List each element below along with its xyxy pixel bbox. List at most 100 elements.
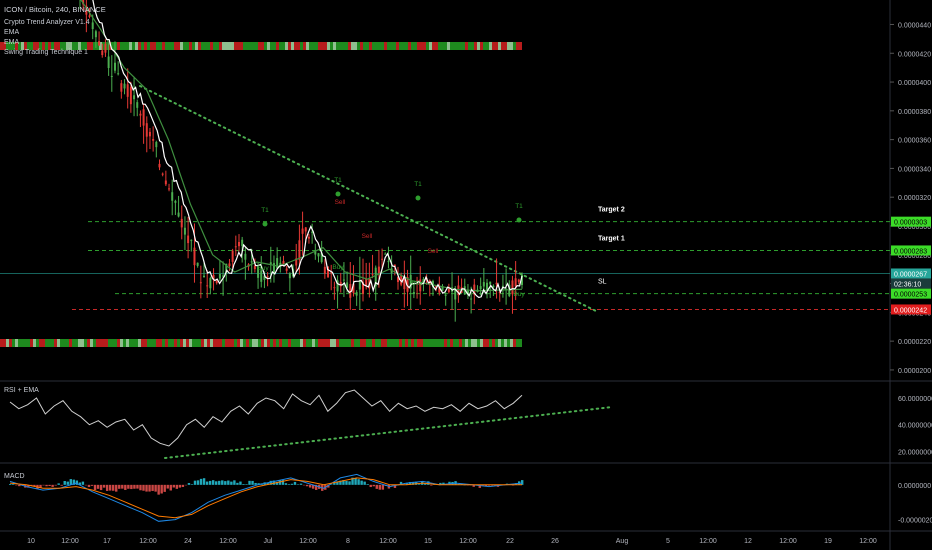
trend-strip-cell: [78, 339, 81, 347]
macd-histogram-bar: [308, 484, 312, 488]
trend-strip-cell: [333, 42, 336, 50]
trend-strip-cell: [354, 42, 357, 50]
trend-strip-cell: [495, 42, 498, 50]
trend-strip-cell: [408, 339, 411, 347]
candle-body: [311, 231, 314, 233]
trend-strip-cell: [111, 42, 114, 50]
candle-body: [412, 292, 415, 295]
trend-strip-cell: [0, 339, 3, 347]
trend-strip-cell: [252, 42, 255, 50]
candle-body: [196, 262, 199, 266]
macd-histogram-bar: [75, 480, 79, 485]
macd-histogram-bar: [408, 481, 412, 485]
trend-strip-cell: [30, 339, 33, 347]
trend-strip-cell: [36, 339, 39, 347]
trend-strip-cell: [339, 339, 342, 347]
trend-strip-cell: [387, 339, 390, 347]
trend-strip-cell: [363, 42, 366, 50]
trend-strip-cell: [444, 42, 447, 50]
trend-strip-cell: [264, 339, 267, 347]
macd-histogram-bar: [157, 484, 160, 495]
trend-strip-cell: [450, 339, 453, 347]
trend-strip-cell: [297, 339, 300, 347]
candle-body: [266, 276, 269, 278]
macd-histogram-bar: [133, 484, 136, 489]
trend-strip-cell: [162, 339, 165, 347]
trend-strip-cell: [114, 42, 117, 50]
macd-histogram-bar: [42, 484, 45, 486]
trend-strip-cell: [507, 339, 510, 347]
macd-histogram-bar: [218, 480, 221, 485]
trend-strip-cell: [207, 42, 210, 50]
candle-body: [272, 263, 275, 273]
trend-strip-cell: [3, 339, 6, 347]
candle-body: [104, 43, 107, 53]
candle-body: [250, 261, 253, 263]
trend-strip-cell: [99, 339, 102, 347]
trend-strip-cell: [282, 339, 285, 347]
signal-label-buy: Buy: [411, 280, 423, 287]
macd-histogram-bar: [430, 484, 433, 486]
trend-strip-cell: [486, 42, 489, 50]
trend-strip-cell: [228, 42, 231, 50]
candle-body: [158, 163, 161, 168]
trend-strip-cell: [63, 339, 66, 347]
y-tick-label: 0.0000220: [898, 339, 931, 346]
trend-strip-cell: [462, 339, 465, 347]
candle-body: [168, 188, 171, 190]
trend-strip-cell: [462, 42, 465, 50]
level-label: Target 2: [598, 207, 625, 214]
macd-histogram-bar: [160, 484, 163, 494]
macd-histogram-bar: [296, 484, 300, 485]
trend-strip-cell: [195, 339, 198, 347]
trend-strip-cell: [306, 42, 309, 50]
macd-histogram-bar: [102, 484, 106, 488]
trend-strip-cell: [192, 42, 195, 50]
macd-histogram-bar: [369, 484, 372, 488]
candle-body: [91, 22, 94, 30]
trend-strip-cell: [213, 339, 216, 347]
candle-body: [161, 173, 164, 175]
candle-body: [508, 284, 511, 297]
trend-strip-cell: [306, 339, 309, 347]
trend-strip-cell: [300, 339, 303, 347]
trend-strip-cell: [21, 339, 24, 347]
trend-strip-cell: [492, 339, 495, 347]
trend-strip-cell: [132, 42, 135, 50]
macd-histogram-bar: [442, 482, 445, 485]
x-tick-label: 12:00: [219, 538, 237, 545]
trend-strip-cell: [342, 339, 345, 347]
trend-strip-cell: [195, 42, 198, 50]
trend-strip-cell: [144, 339, 147, 347]
trend-strip-cell: [336, 339, 339, 347]
macd-histogram-bar: [405, 483, 409, 485]
trend-strip-cell: [414, 42, 417, 50]
trend-strip-cell: [15, 339, 18, 347]
trend-strip-cell: [390, 339, 393, 347]
trend-strip-cell: [450, 42, 453, 50]
trend-strip-cell: [270, 42, 273, 50]
candle-body: [180, 218, 183, 228]
trend-strip-cell: [261, 42, 264, 50]
trend-strip-cell: [12, 42, 15, 50]
trend-strip-cell: [465, 339, 468, 347]
trend-strip-cell: [405, 339, 408, 347]
trend-strip-cell: [141, 42, 144, 50]
trend-strip-cell: [180, 42, 183, 50]
price-tag: [891, 288, 931, 299]
trend-strip-cell: [9, 42, 12, 50]
trend-strip-cell: [483, 339, 486, 347]
trend-strip-cell: [501, 42, 504, 50]
trend-strip-cell: [162, 42, 165, 50]
candle-body: [237, 241, 240, 247]
trend-strip-cell: [510, 42, 513, 50]
trend-strip-cell: [3, 42, 6, 50]
trend-strip-cell: [150, 42, 153, 50]
macd-histogram-bar: [521, 480, 524, 485]
macd-histogram-bar: [272, 480, 275, 485]
macd-histogram-bar: [66, 481, 69, 485]
trend-strip-cell: [201, 42, 204, 50]
trend-strip-cell: [6, 339, 9, 347]
candle-body: [431, 280, 434, 288]
